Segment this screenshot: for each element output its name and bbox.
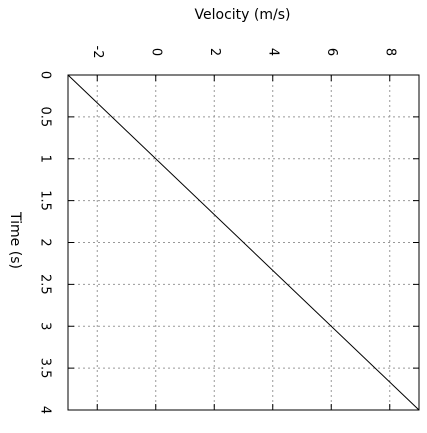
y-axis-title: Time (s) bbox=[7, 211, 23, 269]
y-tick-label: 3.5 bbox=[38, 358, 53, 379]
y-tick-label: 4 bbox=[38, 406, 53, 414]
y-tick-label: 1.5 bbox=[38, 190, 53, 211]
y-tick-label: 2 bbox=[38, 238, 53, 246]
tick-labels: -2 0 2 4 6 8 0 0.5 1 1.5 2 2.5 3 3.5 4 bbox=[38, 46, 398, 415]
x-axis-title: Velocity (m/s) bbox=[195, 7, 291, 23]
x-tick-label: -2 bbox=[90, 46, 105, 59]
series-layer bbox=[67, 74, 420, 411]
y-tick-label: 3 bbox=[38, 322, 53, 330]
x-tick-label: 2 bbox=[207, 48, 222, 56]
series-line bbox=[67, 74, 420, 411]
x-tick-label: 8 bbox=[382, 48, 397, 56]
x-tick-label: 4 bbox=[265, 48, 280, 56]
x-tick-label: 6 bbox=[324, 48, 339, 56]
y-tick-label: 0.5 bbox=[38, 107, 53, 128]
y-tick-label: 1 bbox=[38, 155, 53, 163]
x-tick-label: 0 bbox=[148, 48, 163, 56]
y-tick-label: 2.5 bbox=[38, 274, 53, 295]
y-tick-label: 0 bbox=[38, 71, 53, 79]
axis-ticks bbox=[68, 74, 419, 411]
